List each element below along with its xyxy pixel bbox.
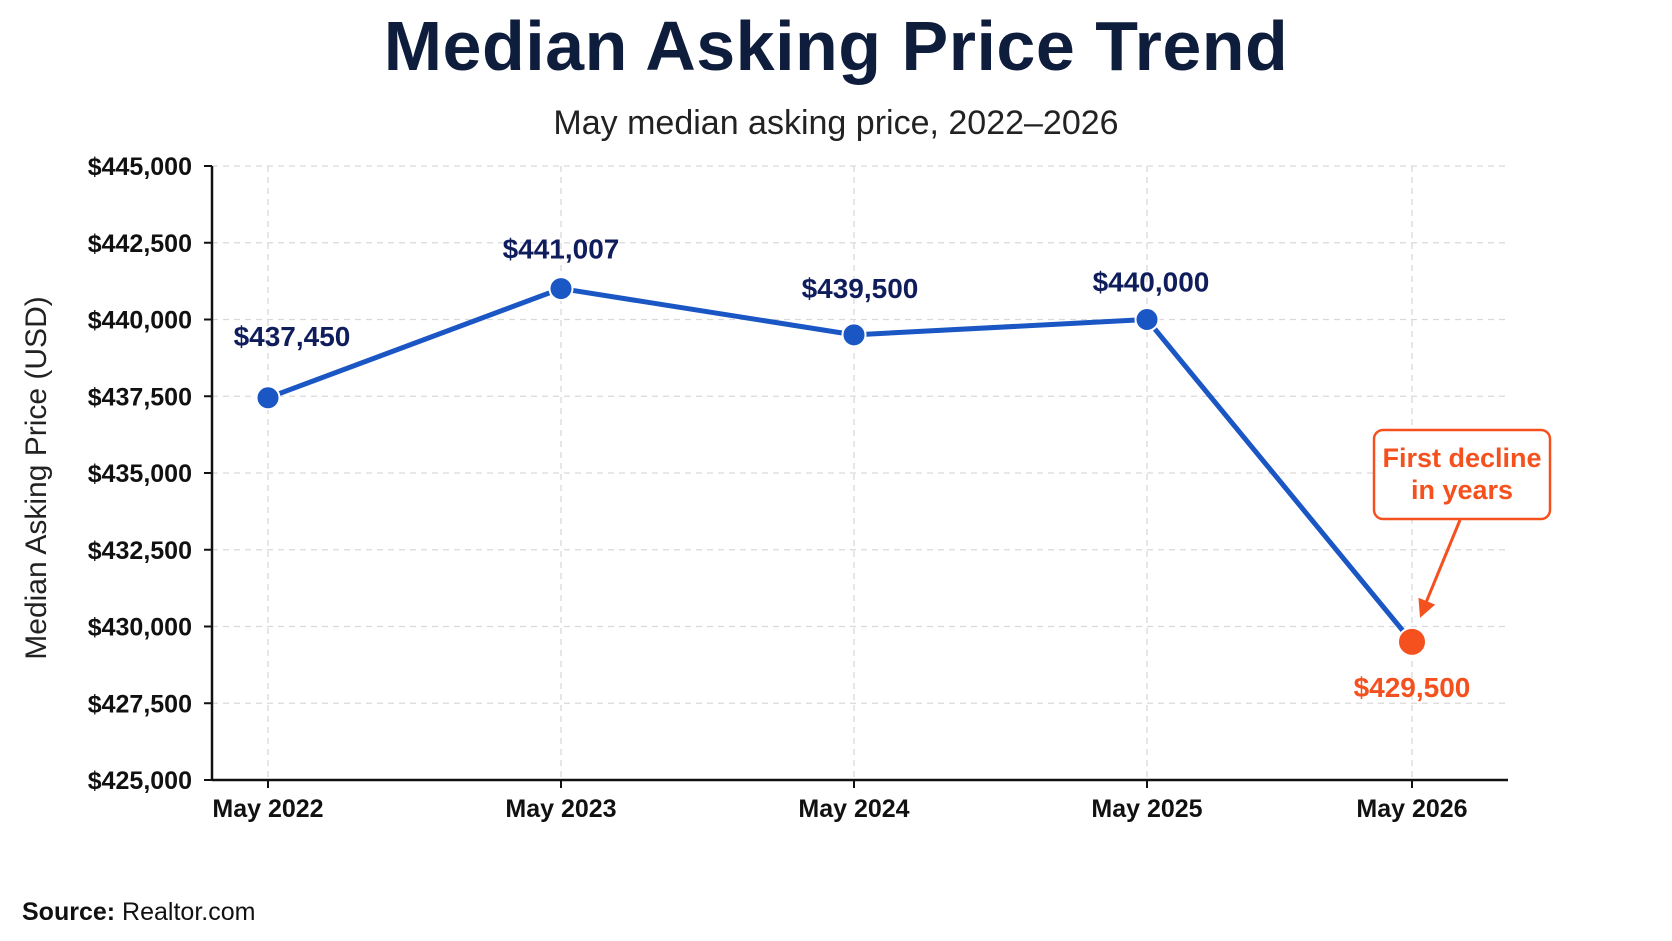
y-tick-label: $432,500 [88,537,192,565]
annotation-arrow-head [1418,597,1436,618]
highlight-point [1397,626,1427,657]
data-label: $439,500 [802,273,919,304]
x-tick-label: May 2026 [1356,795,1467,823]
y-tick-label: $442,500 [88,230,192,258]
y-tick-label: $427,500 [88,690,192,718]
source-label: Source: [22,898,116,926]
x-tick-label: May 2025 [1091,795,1202,823]
label-layer: $437,450 $441,007 $439,500 $440,000 $429,500 [234,234,1471,703]
source-text: Realtor.com [122,898,256,926]
data-label: $440,000 [1093,267,1210,298]
data-point [841,322,867,348]
series-layer [255,276,1427,657]
y-axis-title: Median Asking Price (USD) [20,296,53,659]
chart-subtitle: May median asking price, 2022–2026 [553,104,1119,142]
data-label: $437,450 [234,321,351,352]
annotation-text: in years [1411,475,1513,505]
grid-layer [212,165,1508,780]
annotation-box [1372,428,1552,521]
series-line [265,286,1415,645]
annotation-text: First decline [1382,443,1541,473]
data-label: $441,007 [503,234,620,265]
y-tick-label: $445,000 [88,153,192,181]
axis-layer: $425,000 $427,500 $430,000 $432,500 $435,000… [20,153,1508,823]
y-tick-label: $435,000 [88,460,192,488]
x-tick-label: May 2024 [798,795,909,823]
x-tick-label: May 2022 [212,795,323,823]
annotation-arrow-line [1421,519,1462,611]
source-line: Source: Realtor.com [22,898,255,927]
x-tick-label: May 2023 [505,795,616,823]
data-point [548,276,574,302]
y-tick-label: $437,500 [88,383,192,411]
data-point [1134,307,1160,332]
data-label: $429,500 [1354,672,1471,703]
data-point [255,385,281,411]
y-tick-label: $425,000 [88,767,192,795]
chart-title: Median Asking Price Trend [383,7,1289,85]
y-tick-label: $440,000 [88,307,192,335]
y-tick-label: $430,000 [88,614,192,642]
